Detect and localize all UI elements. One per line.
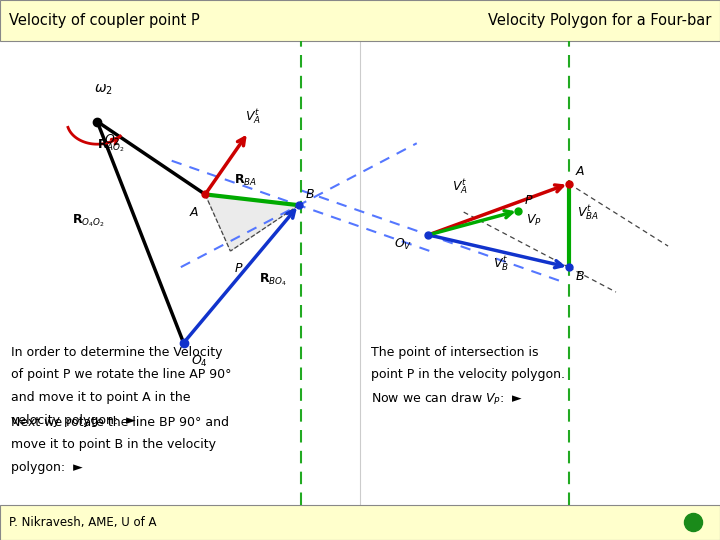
Text: $P$: $P$ bbox=[234, 262, 243, 275]
Text: In order to determine the Velocity: In order to determine the Velocity bbox=[11, 346, 222, 359]
Text: $P$: $P$ bbox=[524, 194, 534, 207]
Text: The point of intersection is: The point of intersection is bbox=[371, 346, 539, 359]
Text: velocity polygon:  ►: velocity polygon: ► bbox=[11, 414, 135, 427]
Text: $\mathbf{R}_{BA}$: $\mathbf{R}_{BA}$ bbox=[234, 173, 257, 188]
Text: $\mathbf{R}_{AO_2}$: $\mathbf{R}_{AO_2}$ bbox=[97, 137, 125, 153]
Text: Velocity of coupler point P: Velocity of coupler point P bbox=[9, 13, 199, 28]
Text: P. Nikravesh, AME, U of A: P. Nikravesh, AME, U of A bbox=[9, 516, 156, 529]
Polygon shape bbox=[205, 194, 299, 251]
Text: $\mathbf{R}_{BO_4}$: $\mathbf{R}_{BO_4}$ bbox=[259, 271, 287, 287]
Text: $A$: $A$ bbox=[575, 165, 585, 178]
Text: Next we rotate the line BP 90° and: Next we rotate the line BP 90° and bbox=[11, 416, 229, 429]
Text: $B$: $B$ bbox=[305, 188, 315, 201]
Text: $\mathbf{R}_{O_4O_2}$: $\mathbf{R}_{O_4O_2}$ bbox=[72, 213, 105, 230]
Text: $A$: $A$ bbox=[189, 206, 199, 219]
Text: $V_P$: $V_P$ bbox=[526, 213, 541, 228]
Text: Now we can draw $V_P$:  ►: Now we can draw $V_P$: ► bbox=[371, 391, 523, 407]
Text: $V^t_B$: $V^t_B$ bbox=[492, 255, 509, 274]
Text: of point P we rotate the line AP 90°: of point P we rotate the line AP 90° bbox=[11, 368, 231, 381]
Text: $O_4$: $O_4$ bbox=[191, 354, 207, 369]
Text: $B$: $B$ bbox=[575, 271, 585, 284]
Text: $O_V$: $O_V$ bbox=[394, 237, 412, 252]
Text: $V^t_A$: $V^t_A$ bbox=[452, 178, 468, 197]
Bar bbox=[0, 0, 720, 40]
Text: Velocity Polygon for a Four-bar: Velocity Polygon for a Four-bar bbox=[488, 13, 711, 28]
Text: and move it to point A in the: and move it to point A in the bbox=[11, 391, 190, 404]
Text: move it to point B in the velocity: move it to point B in the velocity bbox=[11, 438, 216, 451]
Text: polygon:  ►: polygon: ► bbox=[11, 461, 83, 474]
Text: $O_2$: $O_2$ bbox=[104, 133, 121, 148]
Text: point P in the velocity polygon.: point P in the velocity polygon. bbox=[371, 368, 564, 381]
Bar bbox=[0, 505, 720, 540]
Text: $V^t_A$: $V^t_A$ bbox=[245, 108, 261, 127]
Text: $\omega_2$: $\omega_2$ bbox=[94, 83, 112, 97]
Text: $V^t_{BA}$: $V^t_{BA}$ bbox=[577, 204, 599, 222]
